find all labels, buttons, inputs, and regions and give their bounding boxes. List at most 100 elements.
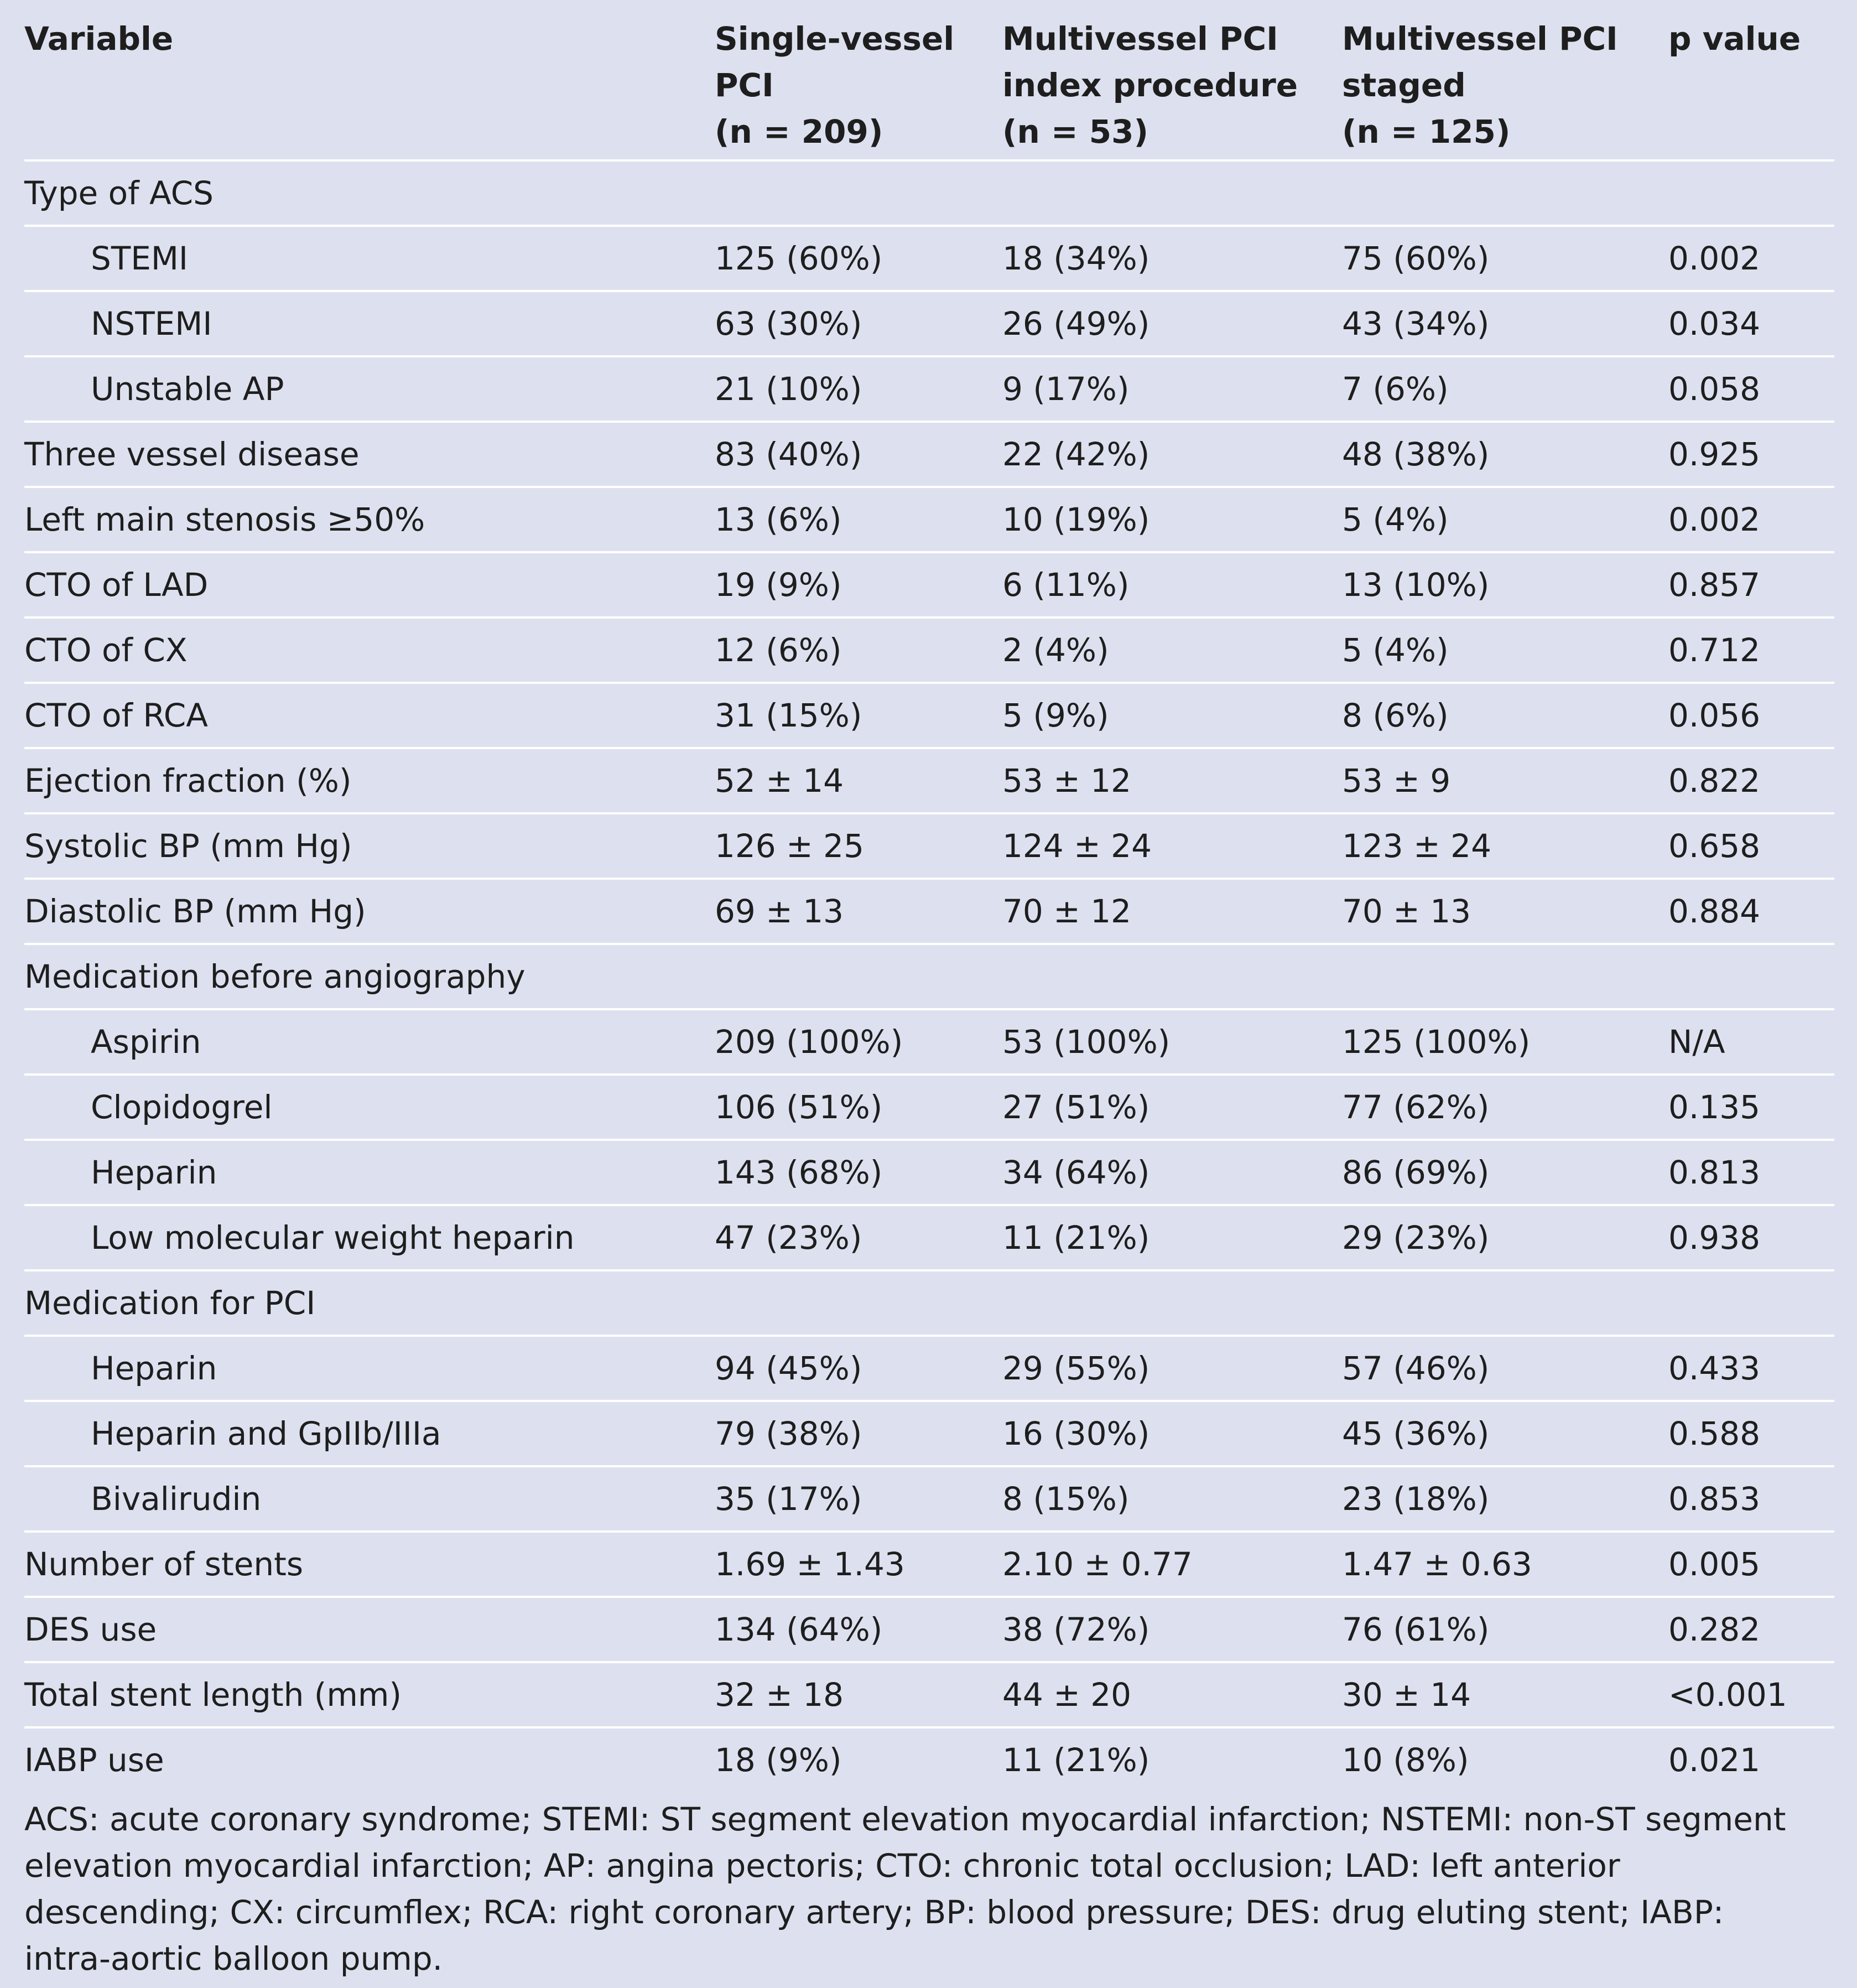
header-p-value: p value: [1668, 14, 1834, 162]
single-vessel-cell: 13 (6%): [715, 487, 1002, 553]
single-vessel-cell: 35 (17%): [715, 1466, 1002, 1533]
multivessel-index-cell: 18 (34%): [1002, 226, 1342, 292]
multivessel-staged-cell: 53 ± 9: [1342, 748, 1668, 814]
multivessel-index-cell: 27 (51%): [1002, 1075, 1342, 1141]
p-value-cell: <0.001: [1668, 1662, 1834, 1729]
multivessel-staged-cell: 77 (62%): [1342, 1075, 1668, 1141]
row-label: Clopidogrel: [24, 1075, 715, 1141]
multivessel-staged-cell: 7 (6%): [1342, 356, 1668, 423]
multivessel-index-cell: 38 (72%): [1002, 1597, 1342, 1663]
single-vessel-cell: 69 ± 13: [715, 879, 1002, 945]
multivessel-staged-cell: 1.47 ± 0.63: [1342, 1532, 1668, 1598]
multivessel-staged-cell: 76 (61%): [1342, 1597, 1668, 1663]
multivessel-index-cell: 2.10 ± 0.77: [1002, 1532, 1342, 1598]
row-label: Medication before angiography: [24, 944, 715, 1010]
table-row: Ejection fraction (%) 52 ± 14 53 ± 12 53 ± …: [24, 748, 1834, 814]
header-line: (n = 209): [715, 113, 883, 150]
header-line: Variable: [24, 20, 174, 58]
header-multivessel-staged: Multivessel PCI staged (n = 125): [1342, 14, 1668, 162]
multivessel-staged-cell: [1342, 1270, 1668, 1337]
p-value-cell: [1668, 944, 1834, 1010]
table-row: Type of ACS: [24, 160, 1834, 227]
multivessel-staged-cell: 123 ± 24: [1342, 813, 1668, 880]
row-label: Ejection fraction (%): [24, 748, 715, 814]
multivessel-staged-cell: 29 (23%): [1342, 1205, 1668, 1271]
multivessel-staged-cell: 5 (4%): [1342, 487, 1668, 553]
multivessel-staged-cell: 86 (69%): [1342, 1140, 1668, 1206]
header-line: Multivessel PCI: [1002, 20, 1278, 58]
single-vessel-cell: 106 (51%): [715, 1075, 1002, 1141]
single-vessel-cell: 31 (15%): [715, 683, 1002, 749]
multivessel-index-cell: 10 (19%): [1002, 487, 1342, 553]
header-variable: Variable: [24, 14, 715, 162]
single-vessel-cell: 126 ± 25: [715, 813, 1002, 880]
multivessel-index-cell: 22 (42%): [1002, 422, 1342, 488]
p-value-cell: 0.433: [1668, 1336, 1834, 1402]
data-table: Variable Single-vessel PCI (n = 209) Mul…: [24, 14, 1834, 1792]
multivessel-index-cell: 9 (17%): [1002, 356, 1342, 423]
header-line: Multivessel PCI: [1342, 20, 1618, 58]
p-value-cell: 0.002: [1668, 226, 1834, 292]
multivessel-staged-cell: 70 ± 13: [1342, 879, 1668, 945]
p-value-cell: 0.021: [1668, 1741, 1761, 1779]
multivessel-staged-cell: [1342, 160, 1668, 227]
single-vessel-cell: 134 (64%): [715, 1597, 1002, 1663]
single-vessel-cell: 18 (9%): [715, 1741, 842, 1779]
single-vessel-cell: 19 (9%): [715, 552, 1002, 619]
multivessel-staged-cell: 8 (6%): [1342, 683, 1668, 749]
p-value-cell: 0.938: [1668, 1205, 1834, 1271]
single-vessel-cell: 63 (30%): [715, 291, 1002, 357]
single-vessel-cell: 143 (68%): [715, 1140, 1002, 1206]
single-vessel-cell: 125 (60%): [715, 226, 1002, 292]
multivessel-staged-cell: 45 (36%): [1342, 1401, 1668, 1467]
table-row: Clopidogrel 106 (51%) 27 (51%) 77 (62%) 0.13…: [24, 1075, 1834, 1141]
p-value-cell: 0.712: [1668, 617, 1834, 684]
table-row: Systolic BP (mm Hg) 126 ± 25 124 ± 24 123 ±…: [24, 813, 1834, 880]
table-row: CTO of LAD 19 (9%) 6 (11%) 13 (10%) 0.857: [24, 552, 1834, 619]
row-label: Total stent length (mm): [24, 1662, 715, 1729]
multivessel-staged-cell: 5 (4%): [1342, 617, 1668, 684]
table-row: Heparin 143 (68%) 34 (64%) 86 (69%) 0.813: [24, 1140, 1834, 1206]
multivessel-index-cell: [1002, 1270, 1342, 1337]
table-row: Unstable AP 21 (10%) 9 (17%) 7 (6%) 0.058: [24, 356, 1834, 423]
single-vessel-cell: 209 (100%): [715, 1009, 1002, 1076]
table-row: Heparin 94 (45%) 29 (55%) 57 (46%) 0.433: [24, 1336, 1834, 1402]
table-body: Type of ACS STEMI 125 (60%) 18 (34%) 75 (60%…: [24, 160, 1834, 1792]
table-row: Medication for PCI: [24, 1270, 1834, 1337]
table-row: Low molecular weight heparin 47 (23%) 11 (…: [24, 1205, 1834, 1271]
table-row: Left main stenosis ≥50% 13 (6%) 10 (19%) 5 …: [24, 487, 1834, 553]
multivessel-index-cell: 53 ± 12: [1002, 748, 1342, 814]
header-line: p value: [1668, 20, 1801, 58]
p-value-cell: [1668, 160, 1834, 227]
single-vessel-cell: 1.69 ± 1.43: [715, 1532, 1002, 1598]
table-row: Heparin and GpIIb/IIIa 79 (38%) 16 (30%) 45…: [24, 1401, 1834, 1467]
multivessel-staged-cell: 13 (10%): [1342, 552, 1668, 619]
p-value-cell: 0.005: [1668, 1532, 1834, 1598]
multivessel-index-cell: 44 ± 20: [1002, 1662, 1342, 1729]
table-row: Bivalirudin 35 (17%) 8 (15%) 23 (18%) 0.853: [24, 1466, 1834, 1533]
multivessel-staged-cell: 43 (34%): [1342, 291, 1668, 357]
p-value-cell: 0.853: [1668, 1466, 1834, 1533]
table-row: Medication before angiography: [24, 944, 1834, 1010]
row-label: Aspirin: [24, 1009, 715, 1076]
p-value-cell: [1668, 1270, 1834, 1337]
multivessel-index-cell: 124 ± 24: [1002, 813, 1342, 880]
header-line: PCI: [715, 66, 774, 104]
multivessel-index-cell: 34 (64%): [1002, 1140, 1342, 1206]
single-vessel-cell: [715, 944, 1002, 1010]
p-value-cell: 0.282: [1668, 1597, 1834, 1663]
multivessel-index-cell: 53 (100%): [1002, 1009, 1342, 1076]
header-single-vessel: Single-vessel PCI (n = 209): [715, 14, 1002, 162]
multivessel-index-cell: 11 (21%): [1002, 1205, 1342, 1271]
multivessel-index-cell: 29 (55%): [1002, 1336, 1342, 1402]
multivessel-index-cell: [1002, 944, 1342, 1010]
p-value-cell: 0.588: [1668, 1401, 1834, 1467]
table-row: CTO of CX 12 (6%) 2 (4%) 5 (4%) 0.712: [24, 617, 1834, 684]
multivessel-index-cell: [1002, 160, 1342, 227]
row-label: Medication for PCI: [24, 1270, 715, 1337]
row-label: DES use: [24, 1597, 715, 1663]
row-label: Three vessel disease: [24, 422, 715, 488]
row-label: Heparin: [24, 1336, 715, 1402]
single-vessel-cell: [715, 1270, 1002, 1337]
